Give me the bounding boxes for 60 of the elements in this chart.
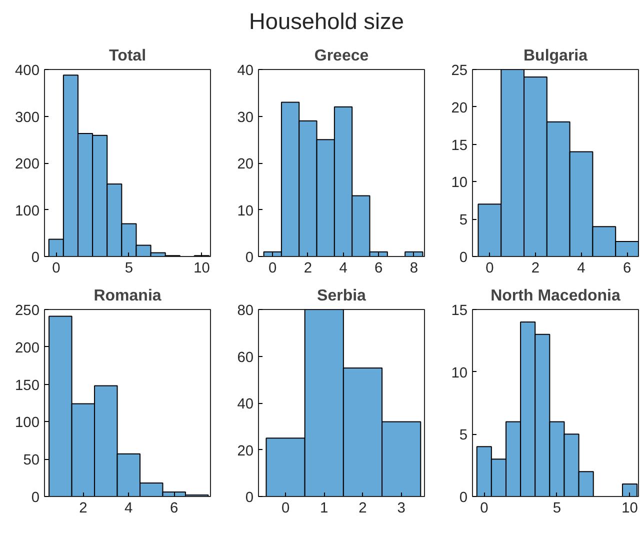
x-tick-label: 8	[410, 260, 418, 276]
text: Household size	[248, 7, 405, 36]
x-tick-label: 0	[486, 260, 494, 276]
x-tick-label: 0	[268, 260, 277, 276]
x-tick-label: 2	[358, 500, 367, 516]
y-tick-label: 15	[451, 138, 468, 154]
chart-title: Serbia	[317, 288, 366, 304]
x-tick-label: 2	[531, 260, 540, 276]
y-tick-label: 10	[451, 365, 468, 382]
y-tick-label: 100	[15, 203, 40, 220]
x-tick-label: 4	[124, 500, 133, 516]
y-tick-label: 0	[245, 490, 254, 506]
y-tick-label: 10	[237, 203, 254, 220]
y-tick-label: 40	[237, 396, 254, 412]
y-tick-label: 0	[245, 250, 254, 266]
y-tick-label: 60	[237, 350, 254, 366]
y-tick-label: 5	[459, 428, 468, 444]
x-tick-label: 4	[577, 260, 586, 276]
y-tick-label: 30	[237, 110, 254, 126]
x-tick-label: 10	[194, 260, 210, 276]
x-tick-label: 5	[552, 500, 562, 516]
y-tick-label: 50	[23, 452, 40, 469]
y-tick-label: 150	[15, 378, 40, 394]
y-tick-label: 20	[237, 156, 254, 172]
x-tick-label: 6	[622, 260, 632, 276]
x-tick-label: 0	[281, 500, 290, 516]
y-tick-label: 0	[459, 490, 468, 506]
x-tick-label: 5	[124, 260, 134, 276]
chart-title: Bulgaria	[523, 48, 588, 64]
chart-title: Greece	[314, 48, 369, 64]
chart-title: Romania	[94, 288, 162, 304]
x-tick-label: 10	[622, 500, 638, 516]
x-tick-label: 3	[397, 500, 406, 516]
y-tick-label: 400	[15, 63, 40, 79]
y-tick-label: 20	[237, 443, 254, 460]
x-tick-label: 0	[52, 260, 60, 276]
y-tick-label: 15	[451, 303, 468, 319]
y-tick-label: 0	[31, 490, 40, 506]
x-tick-label: 6	[374, 260, 383, 276]
y-tick-label: 200	[15, 156, 40, 172]
x-tick-label: 0	[480, 500, 488, 516]
y-tick-label: 300	[15, 110, 40, 126]
y-tick-label: 0	[31, 250, 40, 266]
x-tick-label: 6	[170, 500, 178, 516]
y-tick-label: 20	[451, 100, 468, 116]
x-tick-label: 2	[304, 260, 312, 276]
y-tick-label: 0	[459, 250, 468, 266]
y-tick-label: 250	[15, 303, 40, 319]
y-tick-label: 25	[451, 63, 468, 79]
chart-title: North Macedonia	[490, 288, 620, 304]
chart-title: Total	[108, 48, 146, 64]
x-tick-label: 1	[320, 500, 328, 516]
y-tick-label: 40	[237, 63, 254, 79]
y-tick-label: 80	[237, 303, 254, 319]
y-tick-label: 10	[451, 175, 468, 192]
x-tick-label: 4	[339, 260, 348, 276]
y-tick-label: 5	[459, 212, 468, 229]
x-tick-label: 2	[79, 500, 88, 516]
y-tick-label: 200	[15, 340, 40, 356]
y-tick-label: 100	[15, 415, 40, 432]
